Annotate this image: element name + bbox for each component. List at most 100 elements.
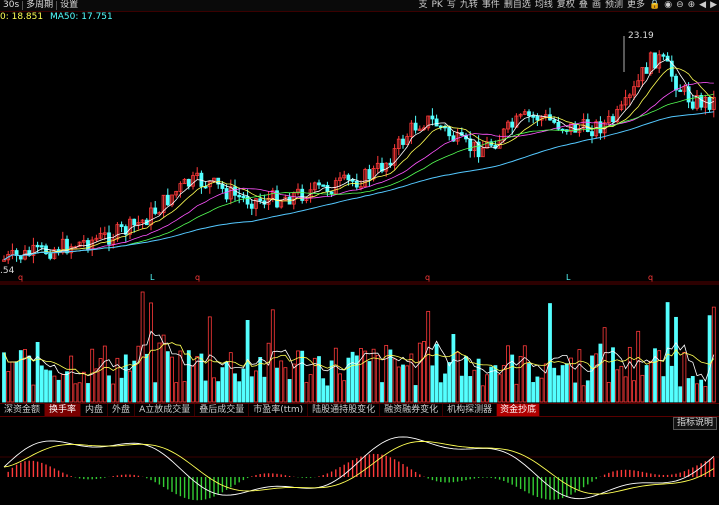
toolbar-item-more[interactable]: 更多 xyxy=(626,0,645,10)
ma-legend: 0: 18.851 MA50: 17.751 xyxy=(0,12,113,22)
volume-bar xyxy=(119,377,124,403)
volume-bar xyxy=(476,358,481,403)
volume-bar xyxy=(615,369,620,403)
volume-bar xyxy=(380,382,384,403)
candle-body xyxy=(401,138,405,145)
volume-bar xyxy=(657,350,662,403)
toolbar-item-remove-watchlist[interactable]: 删自选 xyxy=(503,0,531,10)
volume-bar xyxy=(279,360,284,403)
volume-bar xyxy=(707,315,712,403)
volume-bar xyxy=(266,342,271,403)
candle-body xyxy=(60,238,65,254)
divider xyxy=(22,1,24,10)
candle-body xyxy=(98,232,103,239)
eye-icon[interactable]: ◉ xyxy=(664,0,673,10)
candle-body xyxy=(384,162,389,172)
candle-body xyxy=(405,136,410,145)
candle-body xyxy=(69,246,74,254)
volume-bar xyxy=(627,346,632,403)
tab-8[interactable]: 融资融券变化 xyxy=(380,404,444,416)
candle-body xyxy=(590,131,594,137)
zoom-in-icon[interactable]: ⊕ xyxy=(687,0,696,10)
volume-bar xyxy=(422,341,426,403)
candle-body xyxy=(619,104,624,110)
event-marker: q xyxy=(18,273,23,282)
candle-body xyxy=(531,115,536,118)
volume-bar xyxy=(275,367,279,403)
volume-bar xyxy=(317,356,321,403)
volume-bar xyxy=(581,385,586,403)
volume-bar xyxy=(237,381,242,403)
toolbar-item-write[interactable]: 写 xyxy=(446,0,456,10)
candle-body xyxy=(77,241,82,248)
volume-bar xyxy=(111,383,116,403)
candle-body xyxy=(413,122,418,131)
tab-0[interactable]: 深资金额 xyxy=(0,404,46,416)
candle-body xyxy=(224,188,229,200)
volume-bar xyxy=(258,357,263,403)
volume-bar xyxy=(695,383,699,403)
candle-body xyxy=(317,182,321,186)
candle-body xyxy=(111,238,116,245)
volume-bar xyxy=(207,316,212,403)
period-selector[interactable]: 30s xyxy=(3,0,20,10)
candle-body xyxy=(115,224,120,240)
toolbar-item-support[interactable]: 支 xyxy=(418,0,428,10)
multi-period-button[interactable]: 多周期 xyxy=(26,0,54,10)
tab-1[interactable]: 换手率 xyxy=(45,404,82,416)
tab-10[interactable]: 资金抄底 xyxy=(497,404,541,416)
toolbar-item-ma-lines[interactable]: 均线 xyxy=(534,0,553,10)
tab-4[interactable]: A立放成交量 xyxy=(135,404,196,416)
toolbar-item-draw[interactable]: 画 xyxy=(591,0,601,10)
lock-icon[interactable]: 🔒 xyxy=(648,0,661,10)
toolbar-item-pk[interactable]: PK xyxy=(431,0,443,10)
toolbar-item-events[interactable]: 事件 xyxy=(481,0,500,10)
volume-bar xyxy=(468,376,473,403)
candle-body xyxy=(476,141,481,158)
toolbar-item-adjust[interactable]: 复权 xyxy=(556,0,575,10)
candle-body xyxy=(426,115,431,129)
volume-bar xyxy=(388,349,393,403)
zoom-out-icon[interactable]: ⊖ xyxy=(676,0,684,10)
arrow-left-icon[interactable]: ◀ xyxy=(699,0,707,10)
volume-bar xyxy=(363,350,368,403)
candle-body xyxy=(611,116,615,123)
tab-9[interactable]: 机构探测器 xyxy=(443,404,498,416)
volume-bar xyxy=(426,310,431,403)
volume-bar xyxy=(44,369,48,403)
toolbar-item-nine-turn[interactable]: 九转 xyxy=(459,0,478,10)
candle-body xyxy=(695,95,699,109)
candle-body xyxy=(396,138,401,149)
tab-7[interactable]: 陆股通持股变化 xyxy=(308,404,381,416)
volume-bar xyxy=(585,380,590,403)
volume-bar xyxy=(333,347,338,403)
tab-3[interactable]: 外盘 xyxy=(108,404,136,416)
arrow-right-icon[interactable]: ▶ xyxy=(710,0,717,10)
volume-bar xyxy=(623,376,628,403)
candle-body xyxy=(249,203,254,209)
toolbar-item-overlay[interactable]: 叠 xyxy=(578,0,588,10)
toolbar-item-forecast[interactable]: 预测 xyxy=(604,0,623,10)
candle-body xyxy=(615,109,620,123)
tab-6[interactable]: 市盈率(ttm) xyxy=(249,404,309,416)
tab-2[interactable]: 内盘 xyxy=(81,404,109,416)
volume-bar xyxy=(23,349,27,403)
candle-body xyxy=(380,162,384,172)
indicator-help-button[interactable]: 指标说明 xyxy=(672,417,717,430)
candle-body xyxy=(699,95,704,108)
candle-body xyxy=(237,194,242,198)
volume-bar xyxy=(506,345,510,403)
settings-button[interactable]: 设置 xyxy=(60,0,79,10)
volume-bar xyxy=(304,382,309,403)
candle-body xyxy=(312,182,317,191)
volume-bar xyxy=(375,354,380,403)
candle-body xyxy=(392,148,397,166)
volume-bar xyxy=(6,371,11,403)
candle-body xyxy=(48,253,53,259)
tab-5[interactable]: 叠后成交量 xyxy=(195,404,250,416)
volume-bar xyxy=(77,382,82,403)
candle-body xyxy=(648,52,653,74)
candle-body xyxy=(627,94,632,99)
volume-bar xyxy=(686,378,691,403)
